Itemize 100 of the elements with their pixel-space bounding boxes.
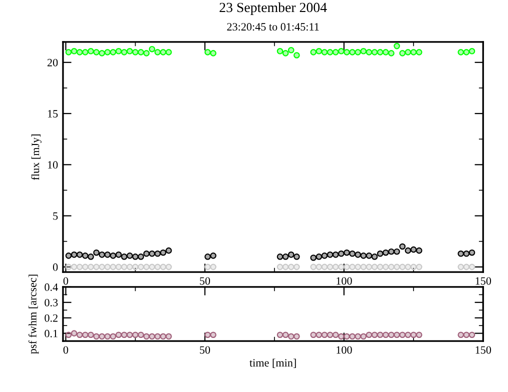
point [316, 48, 322, 54]
point [148, 250, 156, 257]
point [344, 264, 350, 270]
point [294, 52, 300, 58]
point [338, 250, 344, 257]
point [394, 248, 400, 255]
point [360, 48, 367, 54]
point [416, 49, 422, 56]
point [321, 49, 328, 56]
point [115, 264, 122, 270]
x-tick-label: 150 [476, 277, 492, 285]
point [121, 254, 128, 260]
x-tick-label: 100 [336, 346, 352, 354]
point [104, 264, 111, 270]
point [121, 264, 128, 270]
y-tick-label: 0 [53, 263, 58, 271]
point [160, 49, 166, 56]
point [210, 50, 216, 56]
point [410, 264, 417, 270]
point [321, 264, 328, 270]
y-axis-title: psf fwhm [arcsec] [28, 274, 39, 354]
point [98, 264, 106, 270]
x-tick-label: 100 [336, 277, 352, 285]
point [410, 246, 417, 253]
point [70, 252, 78, 258]
point [354, 252, 362, 258]
point [399, 243, 406, 250]
y-tick-label: 10 [48, 161, 58, 169]
point [121, 49, 128, 56]
point [388, 248, 394, 255]
x-tick-label: 50 [200, 346, 210, 354]
point [138, 49, 144, 56]
point [371, 254, 378, 260]
point [354, 49, 362, 56]
point [148, 46, 156, 52]
point [294, 264, 300, 270]
point [126, 264, 133, 270]
point [93, 49, 100, 56]
point [288, 252, 294, 258]
chart-title: 23 September 2004 [220, 2, 327, 15]
point [332, 49, 339, 56]
point [458, 264, 464, 270]
point [76, 264, 83, 270]
point [294, 254, 300, 260]
point [344, 49, 350, 56]
point [166, 49, 172, 56]
point [344, 249, 350, 256]
point [282, 50, 289, 56]
point [310, 254, 317, 261]
point [382, 249, 389, 256]
point [371, 49, 378, 56]
point [463, 250, 470, 257]
point [316, 254, 322, 260]
point [210, 252, 216, 259]
point [132, 254, 138, 260]
point [399, 264, 406, 270]
point [210, 264, 216, 270]
point [288, 46, 294, 54]
point [360, 252, 367, 259]
point [349, 49, 356, 56]
point [349, 250, 356, 257]
point [416, 264, 422, 270]
point [360, 264, 367, 270]
point [276, 48, 284, 54]
point [70, 48, 78, 54]
point [82, 49, 88, 56]
point [93, 264, 100, 270]
point [326, 49, 334, 56]
point [332, 264, 339, 270]
point [288, 264, 294, 270]
y-axis-title: flux [mJy] [31, 134, 42, 180]
point [404, 264, 412, 270]
point [70, 264, 78, 270]
point [463, 49, 470, 56]
x-axis-title: time [min] [250, 358, 296, 368]
point [110, 49, 116, 56]
point [349, 264, 356, 270]
point [160, 249, 166, 256]
point [148, 264, 156, 270]
point [463, 264, 470, 270]
point [316, 264, 322, 270]
point [98, 252, 106, 258]
y-tick-label: 0.2 [44, 314, 58, 322]
point [394, 42, 400, 50]
point [276, 264, 284, 270]
point [338, 264, 344, 270]
point [458, 250, 464, 257]
point [366, 252, 372, 259]
x-tick-label: 150 [476, 346, 492, 354]
point [115, 48, 122, 54]
point [76, 49, 83, 56]
point [388, 264, 394, 270]
point [468, 48, 476, 54]
point [88, 48, 94, 54]
point [126, 252, 133, 259]
point [382, 49, 389, 56]
point [282, 254, 289, 260]
point [126, 48, 133, 54]
point [110, 264, 116, 270]
point [377, 264, 384, 270]
